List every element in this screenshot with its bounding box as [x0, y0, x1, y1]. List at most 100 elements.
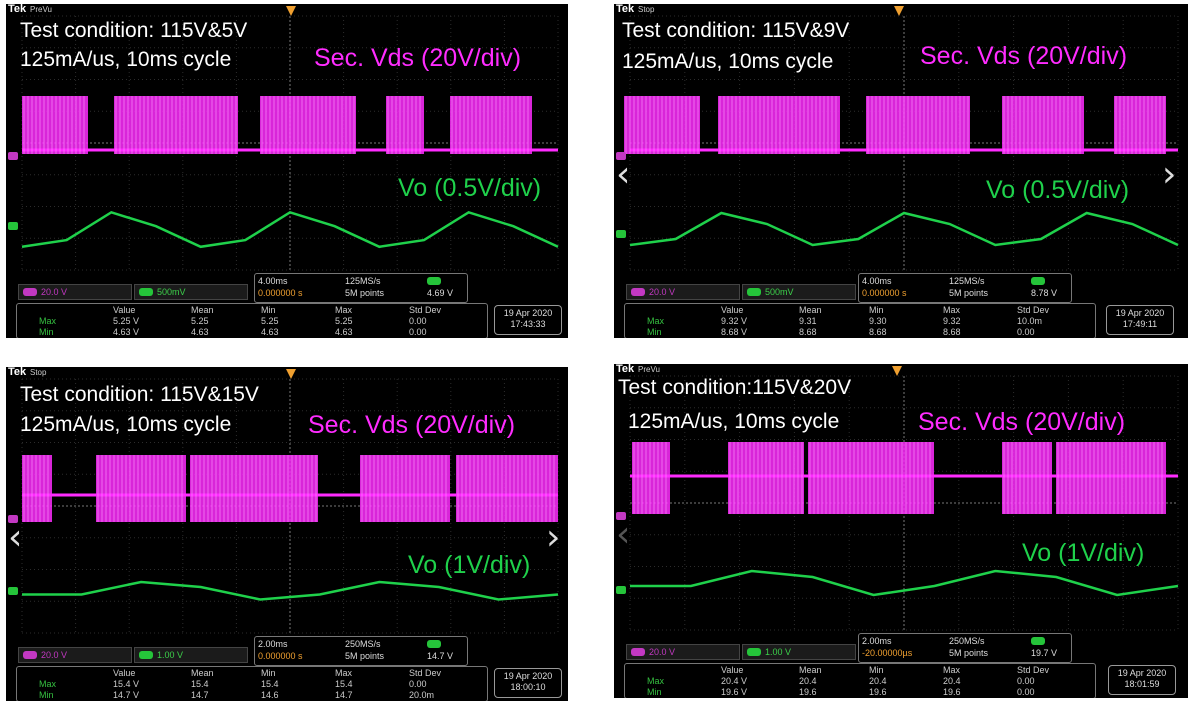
scroll-right-icon[interactable]: ›: [546, 517, 561, 558]
trigger-source-icon: [1031, 637, 1045, 645]
meas-cell: 20.4: [869, 676, 887, 686]
sec-vds-burst: [808, 442, 934, 514]
scroll-left-icon[interactable]: ‹: [616, 514, 631, 555]
meas-cell: 15.4: [335, 679, 353, 689]
sec-vds-burst: [456, 455, 558, 522]
timebase: 2.00ms: [862, 636, 892, 646]
meas-cell: 15.4: [191, 679, 209, 689]
meas-cell: 20.4 V: [721, 676, 748, 686]
date: 19 Apr 2020: [503, 308, 553, 318]
meas-header-max: Max: [943, 305, 961, 315]
condition-line-2: 125mA/us, 10ms cycle: [20, 48, 232, 71]
acquisition-state: Stop: [30, 368, 47, 377]
condition-line-1: Test condition: 115V&9V: [622, 19, 850, 42]
meas-header-mean: Mean: [799, 305, 822, 315]
meas-cell: 19.6: [799, 687, 817, 697]
readout-bar: 20.0 V 500mV 4.00ms 0.000000 s 125MS/s 5…: [614, 272, 1188, 338]
sec-vds-label: Sec. Vds (20V/div): [314, 44, 522, 72]
meas-header-mean: Mean: [191, 305, 214, 315]
meas-cell: 9.32: [943, 316, 961, 326]
meas-cell: 20.4: [799, 676, 817, 686]
sec-vds-burst: [22, 455, 52, 522]
vo-trace: [22, 580, 559, 601]
trigger-position-marker-icon: [894, 6, 904, 16]
measurement-table: Value Mean Min Max Std Dev Max 20.4 V 20…: [624, 663, 1096, 698]
horizontal-readout[interactable]: 2.00ms -20.00000µs 250MS/s 5M points 19.…: [858, 633, 1072, 663]
meas-header-stddev: Std Dev: [409, 305, 442, 315]
meas-row-label: Max: [39, 679, 57, 689]
trigger-level: 19.7 V: [1031, 648, 1058, 658]
horizontal-readout[interactable]: 4.00ms 0.000000 s 125MS/s 5M points 8.78…: [858, 273, 1072, 303]
acquisition-state: PreVu: [638, 365, 660, 374]
scroll-left-icon[interactable]: ‹: [8, 517, 23, 558]
ch4-badge-icon: [139, 651, 153, 659]
sec-vds-burst: [260, 96, 356, 154]
vo-label: Vo (1V/div): [1022, 539, 1145, 567]
meas-cell: 0.00: [409, 327, 427, 337]
acquisition-state: Stop: [638, 5, 655, 14]
meas-cell: 9.30: [869, 316, 887, 326]
meas-row-label: Max: [39, 316, 57, 326]
condition-line-2: 125mA/us, 10ms cycle: [20, 413, 232, 436]
readout-bar: 20.0 V 1.00 V 2.00ms -20.00000µs 250MS/s…: [614, 632, 1188, 698]
sec-vds-burst: [96, 455, 186, 522]
trigger-position: 0.000000 s: [258, 651, 303, 661]
ch4-scale-readout[interactable]: 500mV: [742, 284, 856, 300]
sec-vds-burst: [22, 96, 88, 154]
scope-panel-4: Tek PreVu Test condition:115V&20V 125mA/…: [614, 364, 1188, 698]
vo-label: Vo (0.5V/div): [986, 176, 1130, 204]
ch3-scale-readout[interactable]: 20.0 V: [626, 284, 740, 300]
horizontal-readout[interactable]: 4.00ms 0.000000 s 125MS/s 5M points 4.69…: [254, 273, 468, 303]
meas-header-max: Max: [335, 668, 353, 678]
tek-logo: Tek: [616, 364, 635, 375]
date-time: 19 Apr 2020 18:00:10: [494, 668, 562, 698]
sec-vds-burst: [632, 442, 670, 514]
meas-cell: 14.7: [191, 690, 209, 700]
ch3-badge-icon: [23, 651, 37, 659]
scroll-left-icon[interactable]: ‹: [616, 154, 631, 195]
time: 17:49:11: [1122, 319, 1158, 329]
meas-header-value: Value: [721, 305, 744, 315]
ch4-scale-readout[interactable]: 500mV: [134, 284, 248, 300]
condition-line-2: 125mA/us, 10ms cycle: [622, 50, 834, 73]
condition-line-1: Test condition: 115V&15V: [20, 383, 259, 406]
meas-cell: 8.68: [799, 327, 817, 337]
tek-logo: Tek: [616, 4, 635, 15]
vo-label: Vo (0.5V/div): [398, 174, 542, 202]
ch3-scale-readout[interactable]: 20.0 V: [18, 284, 132, 300]
meas-header-max: Max: [335, 305, 353, 315]
scope-status-bar: Tek PreVu: [6, 4, 568, 16]
horizontal-readout[interactable]: 2.00ms 0.000000 s 250MS/s 5M points 14.7…: [254, 636, 468, 666]
ch4-ground-marker-icon: [8, 587, 18, 595]
sec-vds-burst: [1002, 96, 1084, 154]
scope-panel-1: Tek PreVu Test condition: 115V&5V 125mA/…: [6, 4, 568, 338]
meas-row-label: Min: [39, 690, 54, 700]
record-length: 5M points: [949, 288, 989, 298]
trigger-level: 8.78 V: [1031, 288, 1058, 298]
trigger-position-marker-icon: [892, 366, 902, 376]
meas-cell: 5.25: [335, 316, 353, 326]
ch3-ground-marker-icon: [8, 152, 18, 160]
sec-vds-burst: [450, 96, 532, 154]
date-time: 19 Apr 2020 18:01:59: [1108, 665, 1176, 695]
measurement-table: Value Mean Min Max Std Dev Max 9.32 V 9.…: [624, 303, 1096, 338]
ch3-scale-readout[interactable]: 20.0 V: [626, 644, 740, 660]
vo-trace: [629, 211, 1179, 247]
trigger-position: -20.00000µs: [862, 648, 913, 658]
ch3-scale-readout[interactable]: 20.0 V: [18, 647, 132, 663]
time: 18:00:10: [510, 682, 546, 692]
ch3-badge-icon: [23, 288, 37, 296]
vo-trace: [21, 210, 559, 249]
vo-trace: [630, 569, 1179, 597]
meas-cell: 0.00: [1017, 687, 1035, 697]
condition-line-1: Test condition: 115V&5V: [20, 19, 248, 42]
ch4-scale-readout[interactable]: 1.00 V: [742, 644, 856, 660]
meas-header-max: Max: [943, 665, 961, 675]
meas-cell: 20.0m: [409, 690, 435, 700]
scroll-right-icon[interactable]: ›: [1162, 154, 1177, 195]
ch4-ground-marker-icon: [616, 586, 626, 594]
sample-rate: 250MS/s: [949, 636, 985, 646]
meas-header-stddev: Std Dev: [1017, 305, 1050, 315]
ch4-scale-readout[interactable]: 1.00 V: [134, 647, 248, 663]
meas-row-label: Min: [647, 327, 662, 337]
